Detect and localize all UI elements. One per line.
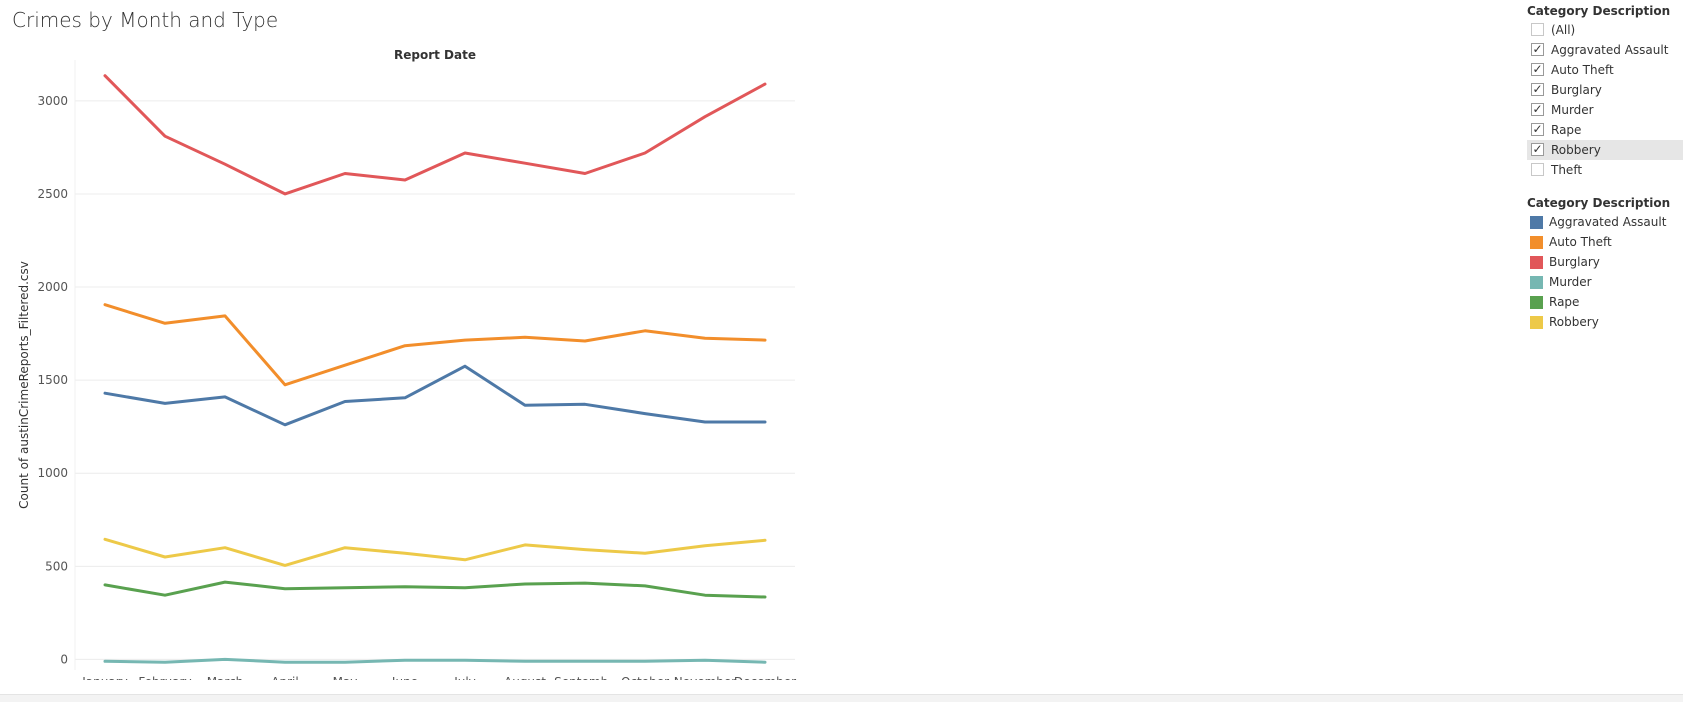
filter-item-murder[interactable]: ✓ Murder [1527,100,1683,120]
series-line-aggravated-assault[interactable] [103,364,767,427]
x-tick-label: March [207,675,244,680]
legend-item-rape[interactable]: Rape [1527,292,1683,312]
y-tick-label: 500 [45,559,68,573]
legend-label: Auto Theft [1549,235,1612,249]
x-tick-label: June [391,675,418,680]
filter-item-label: Auto Theft [1551,63,1614,77]
y-axis-ticks: 0 500 1000 1500 2000 2500 3000 [37,94,68,667]
series-line-murder[interactable] [103,657,767,664]
y-tick-label: 1000 [37,466,68,480]
filter-item-auto-theft[interactable]: ✓ Auto Theft [1527,60,1683,80]
legend-list: Aggravated Assault Auto Theft Burglary Murd… [1527,212,1683,332]
legend-item-burglary[interactable]: Burglary [1527,252,1683,272]
checkbox-icon[interactable]: ✓ [1531,122,1544,136]
x-tick-label: January [81,675,128,680]
filter-item-all[interactable]: (All) [1527,20,1683,40]
status-bar [0,694,1683,702]
series-lines [103,74,767,664]
gridlines [74,60,795,670]
checkbox-icon[interactable]: ✓ [1531,142,1544,156]
filter-item-label: Robbery [1551,143,1601,157]
legend-item-murder[interactable]: Murder [1527,272,1683,292]
x-tick-label: February [138,675,191,680]
line-chart: 0 500 1000 1500 2000 2500 3000 January February… [17,48,796,680]
y-tick-label: 0 [60,652,68,666]
checkbox-icon[interactable]: ✓ [1531,102,1544,116]
filter-item-aggravated-assault[interactable]: ✓ Aggravated Assault [1527,40,1683,60]
filter-item-burglary[interactable]: ✓ Burglary [1527,80,1683,100]
legend-label: Murder [1549,275,1592,289]
x-tick-label: December [734,675,796,680]
checkbox-icon[interactable]: ✓ [1531,62,1544,76]
legend-label: Rape [1549,295,1580,309]
filter-item-label: Murder [1551,103,1594,117]
checkbox-icon[interactable]: ✓ [1531,42,1544,56]
y-tick-label: 3000 [37,94,68,108]
filter-title: Category Description [1527,4,1671,18]
filter-item-label: (All) [1551,23,1576,37]
legend-swatch [1530,236,1543,249]
legend-title: Category Description [1527,196,1671,210]
legend-label: Robbery [1549,315,1599,329]
y-axis-title: Count of austinCrimeReports_Filtered.csv [17,261,31,509]
series-line-burglary[interactable] [103,74,767,196]
filter-item-label: Aggravated Assault [1551,43,1669,57]
filter-item-robbery[interactable]: ✓ Robbery [1527,140,1683,160]
color-legend: Category Description Aggravated Assault A… [1527,194,1683,332]
category-filter: Category Description (All) ✓ Aggravated As… [1527,2,1683,180]
x-tick-label: November [674,675,736,680]
y-tick-label: 2000 [37,280,68,294]
column-header: Report Date [394,48,476,62]
y-tick-label: 2500 [37,187,68,201]
legend-swatch [1530,316,1543,329]
checkbox-icon[interactable] [1531,163,1544,176]
filter-item-rape[interactable]: ✓ Rape [1527,120,1683,140]
series-line-rape[interactable] [103,580,767,599]
legend-swatch [1530,276,1543,289]
x-tick-label: May [333,675,358,680]
legend-swatch [1530,296,1543,309]
checkbox-icon[interactable]: ✓ [1531,82,1544,96]
legend-label: Aggravated Assault [1549,215,1667,229]
legend-item-robbery[interactable]: Robbery [1527,312,1683,332]
series-line-auto-theft[interactable] [103,303,767,387]
filter-item-label: Theft [1551,163,1583,177]
filter-item-theft[interactable]: Theft [1527,160,1683,180]
legend-label: Burglary [1549,255,1600,269]
x-tick-label: October [621,675,669,680]
legend-item-aggravated-assault[interactable]: Aggravated Assault [1527,212,1683,232]
checkbox-icon[interactable] [1531,23,1544,36]
legend-swatch [1530,216,1543,229]
legend-item-auto-theft[interactable]: Auto Theft [1527,232,1683,252]
x-axis-ticks: January February March April May June July Augu… [81,675,796,680]
x-tick-label: July [453,675,476,680]
x-tick-label: August [504,675,546,680]
series-line-robbery[interactable] [103,537,767,567]
y-tick-label: 1500 [37,373,68,387]
chart-title: Crimes by Month and Type [12,8,279,32]
filter-item-label: Burglary [1551,83,1602,97]
x-tick-label: Septemb.. [554,675,616,680]
legend-swatch [1530,256,1543,269]
x-tick-label: April [271,675,298,680]
filter-list: (All) ✓ Aggravated Assault ✓ Auto Theft ✓ Burg… [1527,20,1683,180]
filter-item-label: Rape [1551,123,1582,137]
